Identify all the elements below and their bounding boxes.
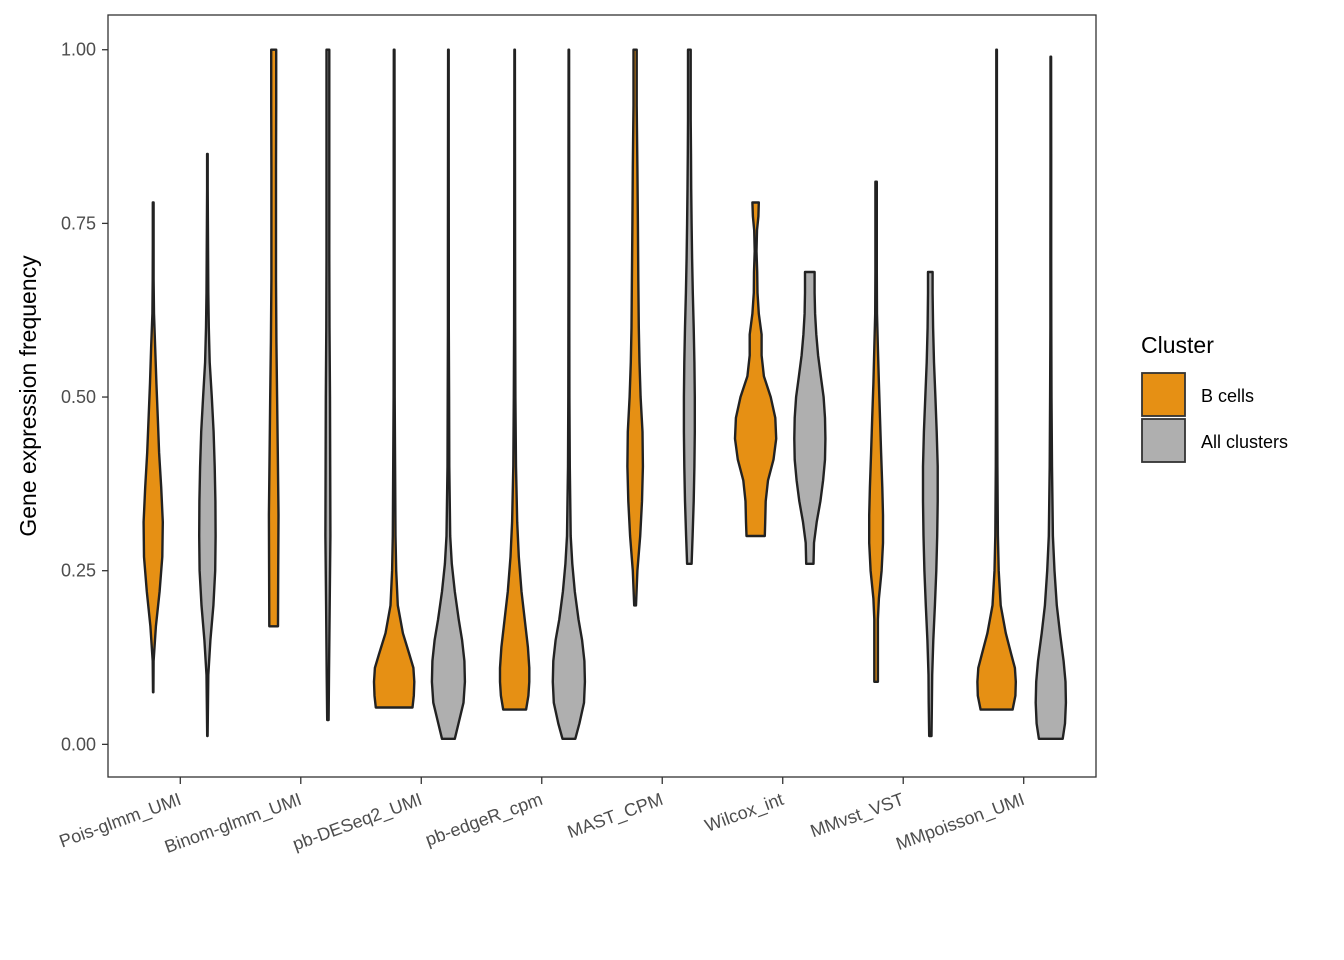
- violin-b-cells-mast-cpm: [626, 48, 645, 607]
- x-tick-label: MMvst_VST: [808, 789, 907, 842]
- legend-title: Cluster: [1141, 332, 1214, 358]
- violin-b-cells-pois-glmm-umi: [142, 201, 164, 694]
- legend: Cluster B cells All clusters: [1141, 332, 1288, 463]
- y-tick-label: 0.75: [61, 213, 96, 233]
- violin-all-clusters-wilcox-int: [793, 270, 827, 565]
- y-axis: 0.00 0.25 0.50 0.75 1.00: [61, 40, 108, 754]
- violin-b-cells-pb-deseq2-umi: [372, 48, 416, 709]
- y-tick-label: 0.25: [61, 561, 96, 581]
- legend-label-b-cells: B cells: [1201, 386, 1254, 406]
- violin-b-cells-pb-edger-cpm: [498, 48, 531, 711]
- violin-all-clusters-mmvst-vst: [921, 270, 939, 738]
- violin-b-cells-binom-glmm-umi: [267, 48, 280, 628]
- legend-key-b-cells: [1141, 372, 1186, 417]
- violin-all-clusters-pb-deseq2-umi: [430, 48, 467, 740]
- violin-b-cells-mmvst-vst: [868, 180, 885, 683]
- x-tick-label: Wilcox_int: [702, 789, 786, 837]
- violin-all-clusters-pois-glmm-umi: [198, 152, 217, 738]
- legend-key-all-clusters: [1141, 418, 1186, 463]
- y-tick-label: 0.50: [61, 387, 96, 407]
- violin-b-cells-mmpoisson-umi: [976, 48, 1017, 711]
- x-axis: Pois-glmm_UMIBinom-glmm_UMIpb-DESeq2_UMI…: [57, 777, 1027, 858]
- x-tick-label: pb-DESeq2_UMI: [290, 789, 425, 855]
- violin-all-clusters-binom-glmm-umi: [324, 48, 332, 722]
- violin-b-cells-wilcox-int: [733, 201, 778, 538]
- legend-label-all-clusters: All clusters: [1201, 432, 1288, 452]
- y-tick-label: 0.00: [61, 734, 96, 754]
- violin-all-clusters-mast-cpm: [682, 48, 696, 565]
- y-tick-label: 1.00: [61, 40, 96, 60]
- violin-all-clusters-mmpoisson-umi: [1034, 55, 1068, 740]
- x-tick-label: MMpoisson_UMI: [893, 789, 1027, 855]
- violin-all-clusters-pb-edger-cpm: [551, 48, 587, 740]
- x-tick-label: pb-edgeR_cpm: [423, 789, 546, 851]
- plot-panel: [107, 14, 1097, 778]
- violins: [142, 48, 1068, 740]
- x-tick-label: Binom-glmm_UMI: [162, 789, 305, 858]
- x-tick-label: MAST_CPM: [565, 789, 666, 843]
- y-axis-title: Gene expression frequency: [15, 255, 41, 537]
